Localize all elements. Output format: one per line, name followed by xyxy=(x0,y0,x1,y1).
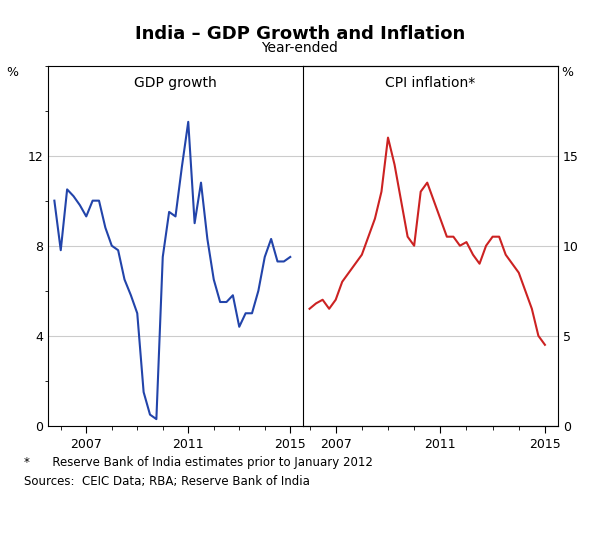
Text: %: % xyxy=(561,66,573,79)
Text: Sources:  CEIC Data; RBA; Reserve Bank of India: Sources: CEIC Data; RBA; Reserve Bank of… xyxy=(24,475,310,488)
Text: Year-ended: Year-ended xyxy=(262,41,338,55)
Text: *      Reserve Bank of India estimates prior to January 2012: * Reserve Bank of India estimates prior … xyxy=(24,456,373,469)
Text: India – GDP Growth and Inflation: India – GDP Growth and Inflation xyxy=(135,25,465,43)
Text: %: % xyxy=(6,66,18,79)
Text: CPI inflation*: CPI inflation* xyxy=(385,76,476,90)
Text: GDP growth: GDP growth xyxy=(134,76,217,90)
